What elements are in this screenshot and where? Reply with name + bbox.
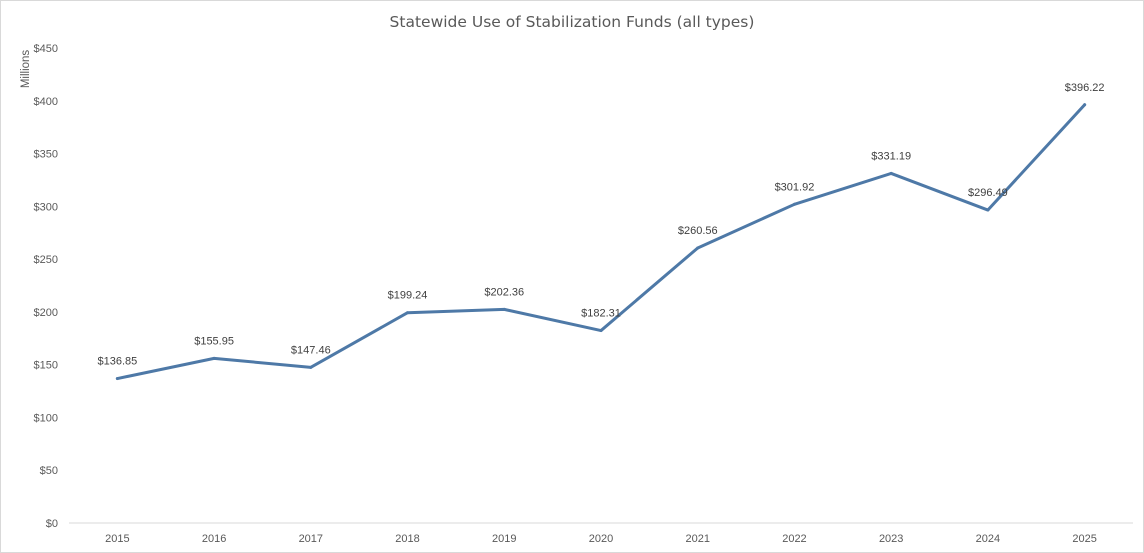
data-label: $147.46 (291, 344, 331, 356)
x-tick-label: 2025 (1072, 533, 1096, 545)
data-label: $202.36 (484, 286, 524, 298)
data-label: $331.19 (871, 150, 911, 162)
data-point (212, 356, 216, 360)
x-tick-label: 2024 (976, 533, 1000, 545)
data-point (406, 311, 410, 315)
data-label: $136.85 (97, 356, 137, 368)
data-point (1083, 103, 1087, 107)
x-tick-label: 2022 (782, 533, 806, 545)
data-label: $155.95 (194, 335, 234, 347)
data-label: $182.31 (581, 308, 621, 320)
y-tick-label: $350 (34, 149, 58, 161)
y-tick-label: $300 (34, 201, 58, 213)
x-tick-label: 2015 (105, 533, 129, 545)
x-tick-label: 2019 (492, 533, 516, 545)
y-tick-label: $400 (34, 96, 58, 108)
x-tick-label: 2018 (395, 533, 419, 545)
x-tick-label: 2021 (685, 533, 709, 545)
x-tick-label: 2016 (202, 533, 226, 545)
data-labels: $136.85 $155.95 $147.46 $199.24 $202.36 $182.… (97, 82, 1104, 368)
y-axis-title: Millions (20, 50, 32, 89)
y-tick-label: $50 (40, 465, 58, 477)
x-tick-label: 2020 (589, 533, 613, 545)
data-label: $396.22 (1065, 82, 1105, 94)
chart-title: Statewide Use of Stabilization Funds (al… (390, 13, 755, 31)
x-tick-label: 2023 (879, 533, 903, 545)
data-point (309, 365, 313, 369)
y-ticks: $0 $50 $100 $150 $200 $250 $300 $350 $400 $450 (34, 43, 58, 530)
y-tick-label: $250 (34, 254, 58, 266)
data-point (696, 246, 700, 250)
y-tick-label: $100 (34, 412, 58, 424)
data-point (986, 208, 990, 212)
data-label: $301.92 (775, 181, 815, 193)
series-group (115, 103, 1087, 381)
data-label: $199.24 (388, 290, 428, 302)
x-tick-label: 2017 (299, 533, 323, 545)
data-point (115, 377, 119, 381)
data-point (792, 202, 796, 206)
data-point (502, 307, 506, 311)
data-label: $260.56 (678, 225, 718, 237)
x-ticks: 2015 2016 2017 2018 2019 2020 2021 2022 2023 2024… (105, 533, 1097, 545)
y-tick-label: $150 (34, 360, 58, 372)
data-point (889, 171, 893, 175)
data-point (599, 329, 603, 333)
series-line (115, 103, 1087, 381)
data-label: $296.49 (968, 187, 1008, 199)
y-tick-label: $450 (34, 43, 58, 55)
y-tick-label: $0 (46, 518, 58, 530)
y-tick-label: $200 (34, 307, 58, 319)
